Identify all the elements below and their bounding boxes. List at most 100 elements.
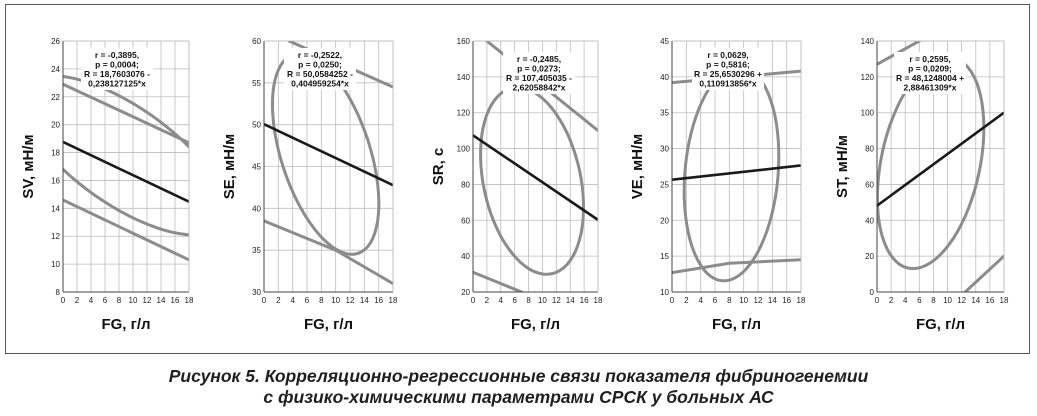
x-tick-label: 16 [374,296,383,305]
confidence-line [963,254,1004,292]
y-axis-label: SE, мН/м [221,134,238,200]
y-tick-label: 22 [51,93,60,102]
y-tick-label: 20 [461,288,470,297]
x-axis-label: FG, г/л [511,316,560,333]
y-axis-label: SR, с [430,148,447,186]
chart-4: 0 2 4 6 8 10 12 14 16 18 10 15 20 25 30 35 40 45 FG, г/л VE… [629,37,806,333]
x-tick-label: 2 [276,296,281,305]
plot-area [877,41,1004,292]
x-tick-label: 6 [103,296,108,305]
x-axis-label: FG, г/л [712,316,761,333]
confidence-line [63,82,189,145]
y-tick-label: 160 [457,37,471,46]
x-tick-label: 14 [971,296,980,305]
y-tick-label: 20 [51,121,60,130]
y-tick-label: 120 [861,73,875,82]
y-tick-label: 12 [51,232,60,241]
y-tick-label: 60 [865,180,874,189]
x-tick-label: 0 [471,296,476,305]
y-tick-label: 120 [457,109,471,118]
regression-annotation-line: 2,62058842*x [513,83,566,93]
y-tick-label: 140 [861,37,875,46]
regression-annotation-line: p = 0,0004; [95,60,139,70]
x-tick-label: 16 [580,296,589,305]
regression-annotation-line: 0,110913856*x [699,79,756,89]
x-axis-label: FG, г/л [304,316,353,333]
x-tick-label: 16 [782,296,791,305]
x-tick-label: 10 [331,296,340,305]
y-tick-label: 8 [56,288,61,297]
y-tick-label: 16 [51,176,60,185]
y-tick-label: 40 [461,252,470,261]
x-tick-label: 10 [739,296,748,305]
x-tick-label: 8 [117,296,122,305]
regression-annotation-line: 2,88461309*x [904,83,957,93]
y-tick-label: 10 [51,260,60,269]
x-tick-label: 4 [499,296,504,305]
y-tick-label: 0 [870,288,875,297]
y-tick-label: 80 [461,180,470,189]
x-tick-label: 6 [713,296,718,305]
annotation-background [284,48,356,90]
regression-line [63,140,189,203]
y-tick-label: 30 [252,288,261,297]
y-tick-label: 14 [51,204,60,213]
regression-line [672,164,801,182]
y-tick-label: 24 [51,65,60,74]
chart-2: 0 2 4 6 8 10 12 14 16 18 30 35 40 45 50 55 60 FG, г/л SE, … [221,37,398,333]
plot-area [63,75,189,262]
y-tick-label: 15 [660,252,669,261]
regression-line [264,123,393,187]
x-tick-label: 12 [552,296,561,305]
regression-annotation-line: R = 25,6530296 + [694,69,762,79]
caption-line-2: с физико-химическими параметрами СРСК у … [263,387,774,407]
x-tick-label: 6 [512,296,517,305]
y-tick-label: 20 [865,252,874,261]
y-tick-label: 35 [252,246,261,255]
x-tick-label: 0 [61,296,66,305]
x-tick-label: 2 [75,296,80,305]
regression-annotation-line: p = 0,5816; [706,60,750,70]
x-tick-label: 4 [290,296,295,305]
x-tick-label: 8 [727,296,732,305]
chart-3: 0 2 4 6 8 10 12 14 16 18 20 40 60 80 100 120 140 160 FG, г… [430,37,603,333]
x-tick-label: 0 [875,296,880,305]
x-tick-label: 6 [305,296,310,305]
x-tick-label: 14 [768,296,777,305]
x-tick-label: 4 [698,296,703,305]
x-tick-label: 14 [566,296,575,305]
regression-line [877,111,1004,207]
y-tick-label: 55 [252,79,261,88]
regression-annotation-line: r = -0,2485, [517,54,561,64]
confidence-line [63,198,189,262]
y-tick-label: 10 [660,288,669,297]
x-tick-label: 12 [957,296,966,305]
regression-annotation-line: p = 0,0209; [908,64,952,74]
y-tick-label: 40 [865,216,874,225]
x-tick-label: 16 [985,296,994,305]
annotation-background [503,52,575,94]
x-tick-label: 14 [157,296,166,305]
x-tick-label: 18 [594,296,603,305]
x-axis-label: FG, г/л [101,316,150,333]
confidence-line [473,270,524,292]
x-tick-label: 2 [485,296,490,305]
x-axis-label: FG, г/л [916,316,965,333]
y-tick-label: 140 [457,73,471,82]
y-tick-label: 40 [660,73,669,82]
confidence-ellipse [63,75,189,237]
x-tick-label: 0 [670,296,675,305]
regression-annotation-line: R = 48,1248004 + [896,73,964,83]
regression-annotation-line: p = 0,0273; [517,64,561,74]
y-tick-label: 18 [51,149,60,158]
confidence-ellipse [479,85,585,276]
regression-annotation-line: r = 0,2595, [909,54,950,64]
x-tick-label: 2 [889,296,894,305]
x-tick-label: 16 [171,296,180,305]
x-tick-label: 8 [319,296,324,305]
y-tick-label: 45 [660,37,669,46]
regression-annotation-line: r = -0,2522, [298,50,342,60]
